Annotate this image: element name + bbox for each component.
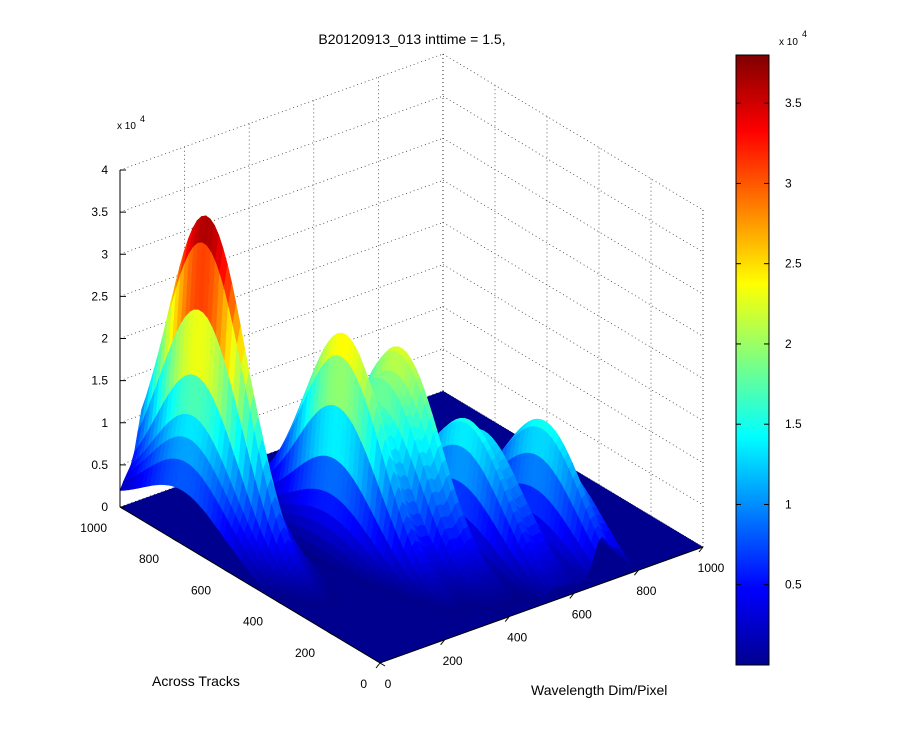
y-tick-label: 600 bbox=[191, 583, 211, 597]
grid-line bbox=[120, 96, 443, 212]
x-tick bbox=[376, 663, 380, 668]
z-tick-label: 3 bbox=[101, 247, 108, 261]
z-tick-label: 1 bbox=[101, 416, 108, 430]
z-tick-label: 3.5 bbox=[91, 205, 108, 219]
x-tick-label: 0 bbox=[385, 677, 392, 691]
colorbar-tick-label: 3.5 bbox=[785, 96, 802, 110]
colorbar-tick-label: 0.5 bbox=[785, 578, 802, 592]
grid-line bbox=[120, 54, 443, 170]
y-tick bbox=[380, 663, 385, 666]
z-tick-label: 0 bbox=[101, 500, 108, 514]
grid-line bbox=[120, 138, 443, 254]
z-tick-label: 2.5 bbox=[91, 289, 108, 303]
z-tick-label: 0.5 bbox=[91, 458, 108, 472]
y-tick-label: 0 bbox=[360, 677, 367, 691]
colorbar-gradient bbox=[736, 55, 769, 665]
grid-line bbox=[443, 265, 703, 421]
grid-line bbox=[443, 54, 703, 210]
colorbar-tick-label: 1.5 bbox=[785, 417, 802, 431]
x-tick-label: 800 bbox=[636, 584, 656, 598]
z-exponent-power: 4 bbox=[140, 114, 145, 124]
x-tick-label: 200 bbox=[443, 654, 463, 668]
surface-mesh bbox=[120, 216, 638, 617]
colorbar-exponent-power: 4 bbox=[802, 29, 807, 39]
y-tick-label: 1000 bbox=[80, 521, 107, 535]
colorbar-tick-label: 2.5 bbox=[785, 257, 802, 271]
grid-line bbox=[443, 180, 703, 336]
colorbar: 0.5 1 1.5 2 2.5 3 3.5 x 10 4 bbox=[736, 29, 807, 665]
x-tick-label: 1000 bbox=[698, 561, 725, 575]
colorbar-exponent-base: x 10 bbox=[779, 37, 798, 48]
colorbar-tick-label: 3 bbox=[785, 176, 792, 190]
z-tick-label: 2 bbox=[101, 332, 108, 346]
grid-line bbox=[443, 223, 703, 379]
grid-line bbox=[443, 96, 703, 252]
y-tick-label: 200 bbox=[295, 646, 315, 660]
y-tick-label: 400 bbox=[243, 615, 263, 629]
y-tick-label: 800 bbox=[139, 552, 159, 566]
chart-title: B20120913_013 inttime = 1.5, bbox=[318, 31, 505, 47]
x-axis-label: Wavelength Dim/Pixel bbox=[531, 682, 667, 698]
grid-line bbox=[443, 138, 703, 294]
z-tick-label: 4 bbox=[101, 163, 108, 177]
x-tick-label: 600 bbox=[572, 607, 592, 621]
y-axis-label: Across Tracks bbox=[152, 673, 240, 689]
colorbar-tick-label: 2 bbox=[785, 337, 792, 351]
colorbar-tick-label: 1 bbox=[785, 497, 792, 511]
grid-line bbox=[120, 180, 443, 296]
z-exponent-label: x 10 4 bbox=[117, 114, 145, 132]
x-tick-label: 400 bbox=[507, 631, 527, 645]
z-exponent-base: x 10 bbox=[117, 121, 136, 132]
z-tick-label: 1.5 bbox=[91, 374, 108, 388]
